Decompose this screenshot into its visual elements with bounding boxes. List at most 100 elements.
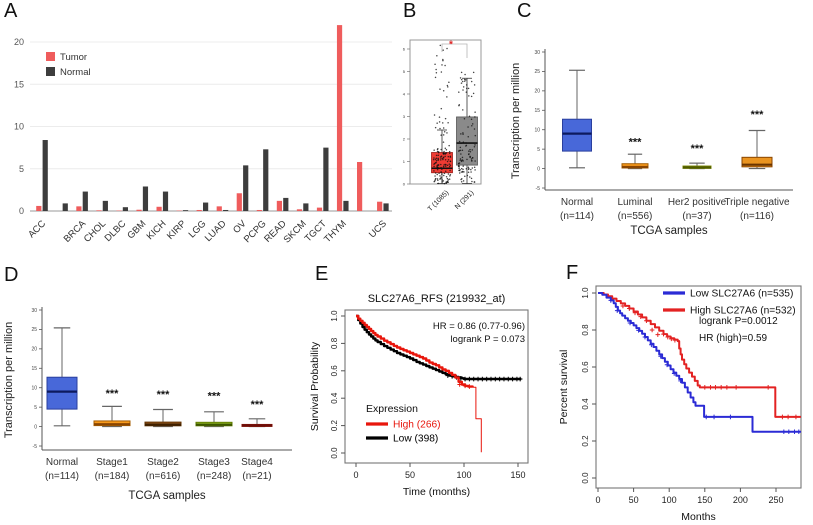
bar-normal bbox=[82, 191, 88, 211]
panel-c-chart: -5 0 5 10 15 20 25 30 Normal (n=114) *** Luminal (n=… bbox=[510, 49, 793, 237]
bar-tumor bbox=[136, 209, 142, 211]
svg-text:***: *** bbox=[251, 399, 265, 411]
svg-text:5: 5 bbox=[34, 405, 37, 411]
svg-text:LUAD: LUAD bbox=[203, 218, 229, 244]
panel-f-label: F bbox=[566, 262, 579, 284]
svg-text:CHOL: CHOL bbox=[82, 218, 108, 244]
panel-d-label: D bbox=[4, 264, 19, 286]
bar-normal bbox=[223, 209, 229, 211]
svg-text:150: 150 bbox=[510, 470, 525, 480]
svg-text:10: 10 bbox=[31, 386, 37, 392]
svg-text:***: *** bbox=[691, 143, 705, 155]
svg-text:***: *** bbox=[751, 109, 765, 121]
svg-text:20: 20 bbox=[534, 89, 540, 95]
svg-text:***: *** bbox=[629, 136, 643, 148]
svg-text:SKCM: SKCM bbox=[282, 218, 309, 245]
svg-text:0.6: 0.6 bbox=[330, 365, 339, 377]
svg-text:HR = 0.86 (0.77-0.96): HR = 0.86 (0.77-0.96) bbox=[433, 321, 525, 332]
bar-normal bbox=[162, 191, 169, 211]
bar-normal bbox=[62, 203, 68, 211]
svg-text:1.0: 1.0 bbox=[330, 310, 339, 322]
svg-text:50: 50 bbox=[629, 495, 639, 505]
svg-text:0.4: 0.4 bbox=[581, 398, 590, 410]
svg-text:3: 3 bbox=[403, 114, 406, 119]
svg-text:UCS: UCS bbox=[367, 218, 389, 240]
c-plot: -5 0 5 10 15 20 25 30 Normal (n=114) *** Luminal (n=… bbox=[510, 49, 793, 237]
bar-normal bbox=[323, 147, 329, 211]
svg-text:***: *** bbox=[208, 390, 222, 402]
svg-text:Triple negative: Triple negative bbox=[724, 197, 790, 208]
svg-text:0.0: 0.0 bbox=[581, 472, 590, 484]
bar-tumor bbox=[276, 200, 282, 211]
svg-text:logrank P=0.0012: logrank P=0.0012 bbox=[699, 316, 778, 327]
km-curve bbox=[598, 292, 801, 418]
svg-text:Stage2: Stage2 bbox=[147, 457, 179, 468]
svg-text:Normal: Normal bbox=[60, 67, 91, 78]
panel-b: B 0 1 2 3 4 5 6 T (1085) N (291) * bbox=[393, 0, 508, 240]
svg-text:(n=184): (n=184) bbox=[95, 471, 130, 482]
bar-normal bbox=[383, 203, 389, 211]
svg-text:25: 25 bbox=[31, 327, 37, 333]
d-plot: -5 0 5 10 15 20 25 30 Normal (n=114) *** Stage1 (n=1… bbox=[3, 307, 292, 502]
bar-normal bbox=[102, 200, 108, 211]
svg-text:250: 250 bbox=[768, 495, 783, 505]
svg-text:Transcription per million: Transcription per million bbox=[3, 322, 15, 438]
f-plot: 0 50 100 150 200 250 0.0 0.2 0.4 0.6 0.8 1.0 Months P… bbox=[558, 285, 802, 523]
svg-text:0.8: 0.8 bbox=[330, 337, 339, 349]
bar-tumor bbox=[256, 209, 262, 211]
bar-normal bbox=[182, 210, 189, 211]
bar-tumor bbox=[196, 209, 202, 211]
box bbox=[46, 376, 78, 410]
bar-normal bbox=[303, 203, 309, 211]
bar-tumor bbox=[296, 209, 303, 211]
svg-text:Her2 positive: Her2 positive bbox=[668, 197, 727, 208]
svg-text:10: 10 bbox=[534, 128, 540, 134]
bar-tumor bbox=[377, 201, 383, 211]
legend-swatch bbox=[46, 52, 55, 61]
svg-text:Stage1: Stage1 bbox=[96, 457, 128, 468]
svg-text:SLC27A6_RFS (219932_at): SLC27A6_RFS (219932_at) bbox=[368, 293, 506, 305]
svg-text:1: 1 bbox=[403, 159, 406, 164]
svg-text:Luminal: Luminal bbox=[617, 197, 652, 208]
svg-text:100: 100 bbox=[662, 495, 677, 505]
svg-text:PCPG: PCPG bbox=[242, 218, 269, 245]
svg-text:(n=116): (n=116) bbox=[740, 211, 774, 222]
svg-text:20: 20 bbox=[31, 347, 37, 353]
svg-text:KIRP: KIRP bbox=[165, 218, 188, 241]
svg-text:DLBC: DLBC bbox=[103, 218, 129, 244]
svg-text:High SLC27A6 (n=532): High SLC27A6 (n=532) bbox=[690, 306, 796, 317]
svg-text:0.2: 0.2 bbox=[330, 419, 339, 431]
svg-text:GBM: GBM bbox=[125, 218, 148, 241]
svg-text:TCGA samples: TCGA samples bbox=[630, 225, 708, 237]
panel-c: C -5 0 5 10 15 20 25 30 Normal (n=114) *** Luminal (… bbox=[505, 0, 813, 252]
bar-tumor bbox=[156, 206, 162, 211]
bar-normal bbox=[42, 140, 48, 211]
svg-text:Low SLC27A6 (n=535): Low SLC27A6 (n=535) bbox=[690, 289, 793, 300]
box bbox=[456, 116, 478, 166]
bar-normal bbox=[283, 197, 289, 211]
svg-text:0.8: 0.8 bbox=[581, 324, 590, 336]
bar-normal bbox=[203, 202, 209, 211]
svg-text:0.4: 0.4 bbox=[330, 392, 339, 404]
svg-text:Stage3: Stage3 bbox=[198, 457, 230, 468]
km-curve bbox=[356, 314, 522, 381]
svg-text:0: 0 bbox=[537, 166, 540, 172]
svg-text:0: 0 bbox=[19, 206, 24, 216]
panel-b-chart: 0 1 2 3 4 5 6 T (1085) N (291) * bbox=[403, 39, 482, 213]
svg-text:Transcription per million: Transcription per million bbox=[510, 63, 522, 179]
svg-text:50: 50 bbox=[405, 470, 415, 480]
svg-text:TCGA samples: TCGA samples bbox=[128, 490, 206, 502]
svg-text:Time (months): Time (months) bbox=[403, 486, 470, 498]
svg-text:KICH: KICH bbox=[145, 218, 169, 242]
svg-text:logrank P = 0.073: logrank P = 0.073 bbox=[450, 334, 525, 345]
bar-normal bbox=[343, 200, 349, 211]
panel-e-chart: 0 50 100 150 0.0 0.2 0.4 0.6 0.8 1.0 SLC27A6_RFS (… bbox=[309, 293, 529, 498]
svg-text:0.6: 0.6 bbox=[581, 361, 590, 373]
svg-text:***: *** bbox=[106, 388, 120, 400]
svg-text:200: 200 bbox=[733, 495, 748, 505]
bar-tumor bbox=[216, 206, 222, 211]
svg-text:15: 15 bbox=[534, 108, 540, 114]
svg-text:Normal: Normal bbox=[561, 197, 593, 208]
e-plot: 0 50 100 150 0.0 0.2 0.4 0.6 0.8 1.0 SLC27A6_RFS (… bbox=[309, 293, 529, 498]
bar-normal bbox=[142, 186, 149, 211]
